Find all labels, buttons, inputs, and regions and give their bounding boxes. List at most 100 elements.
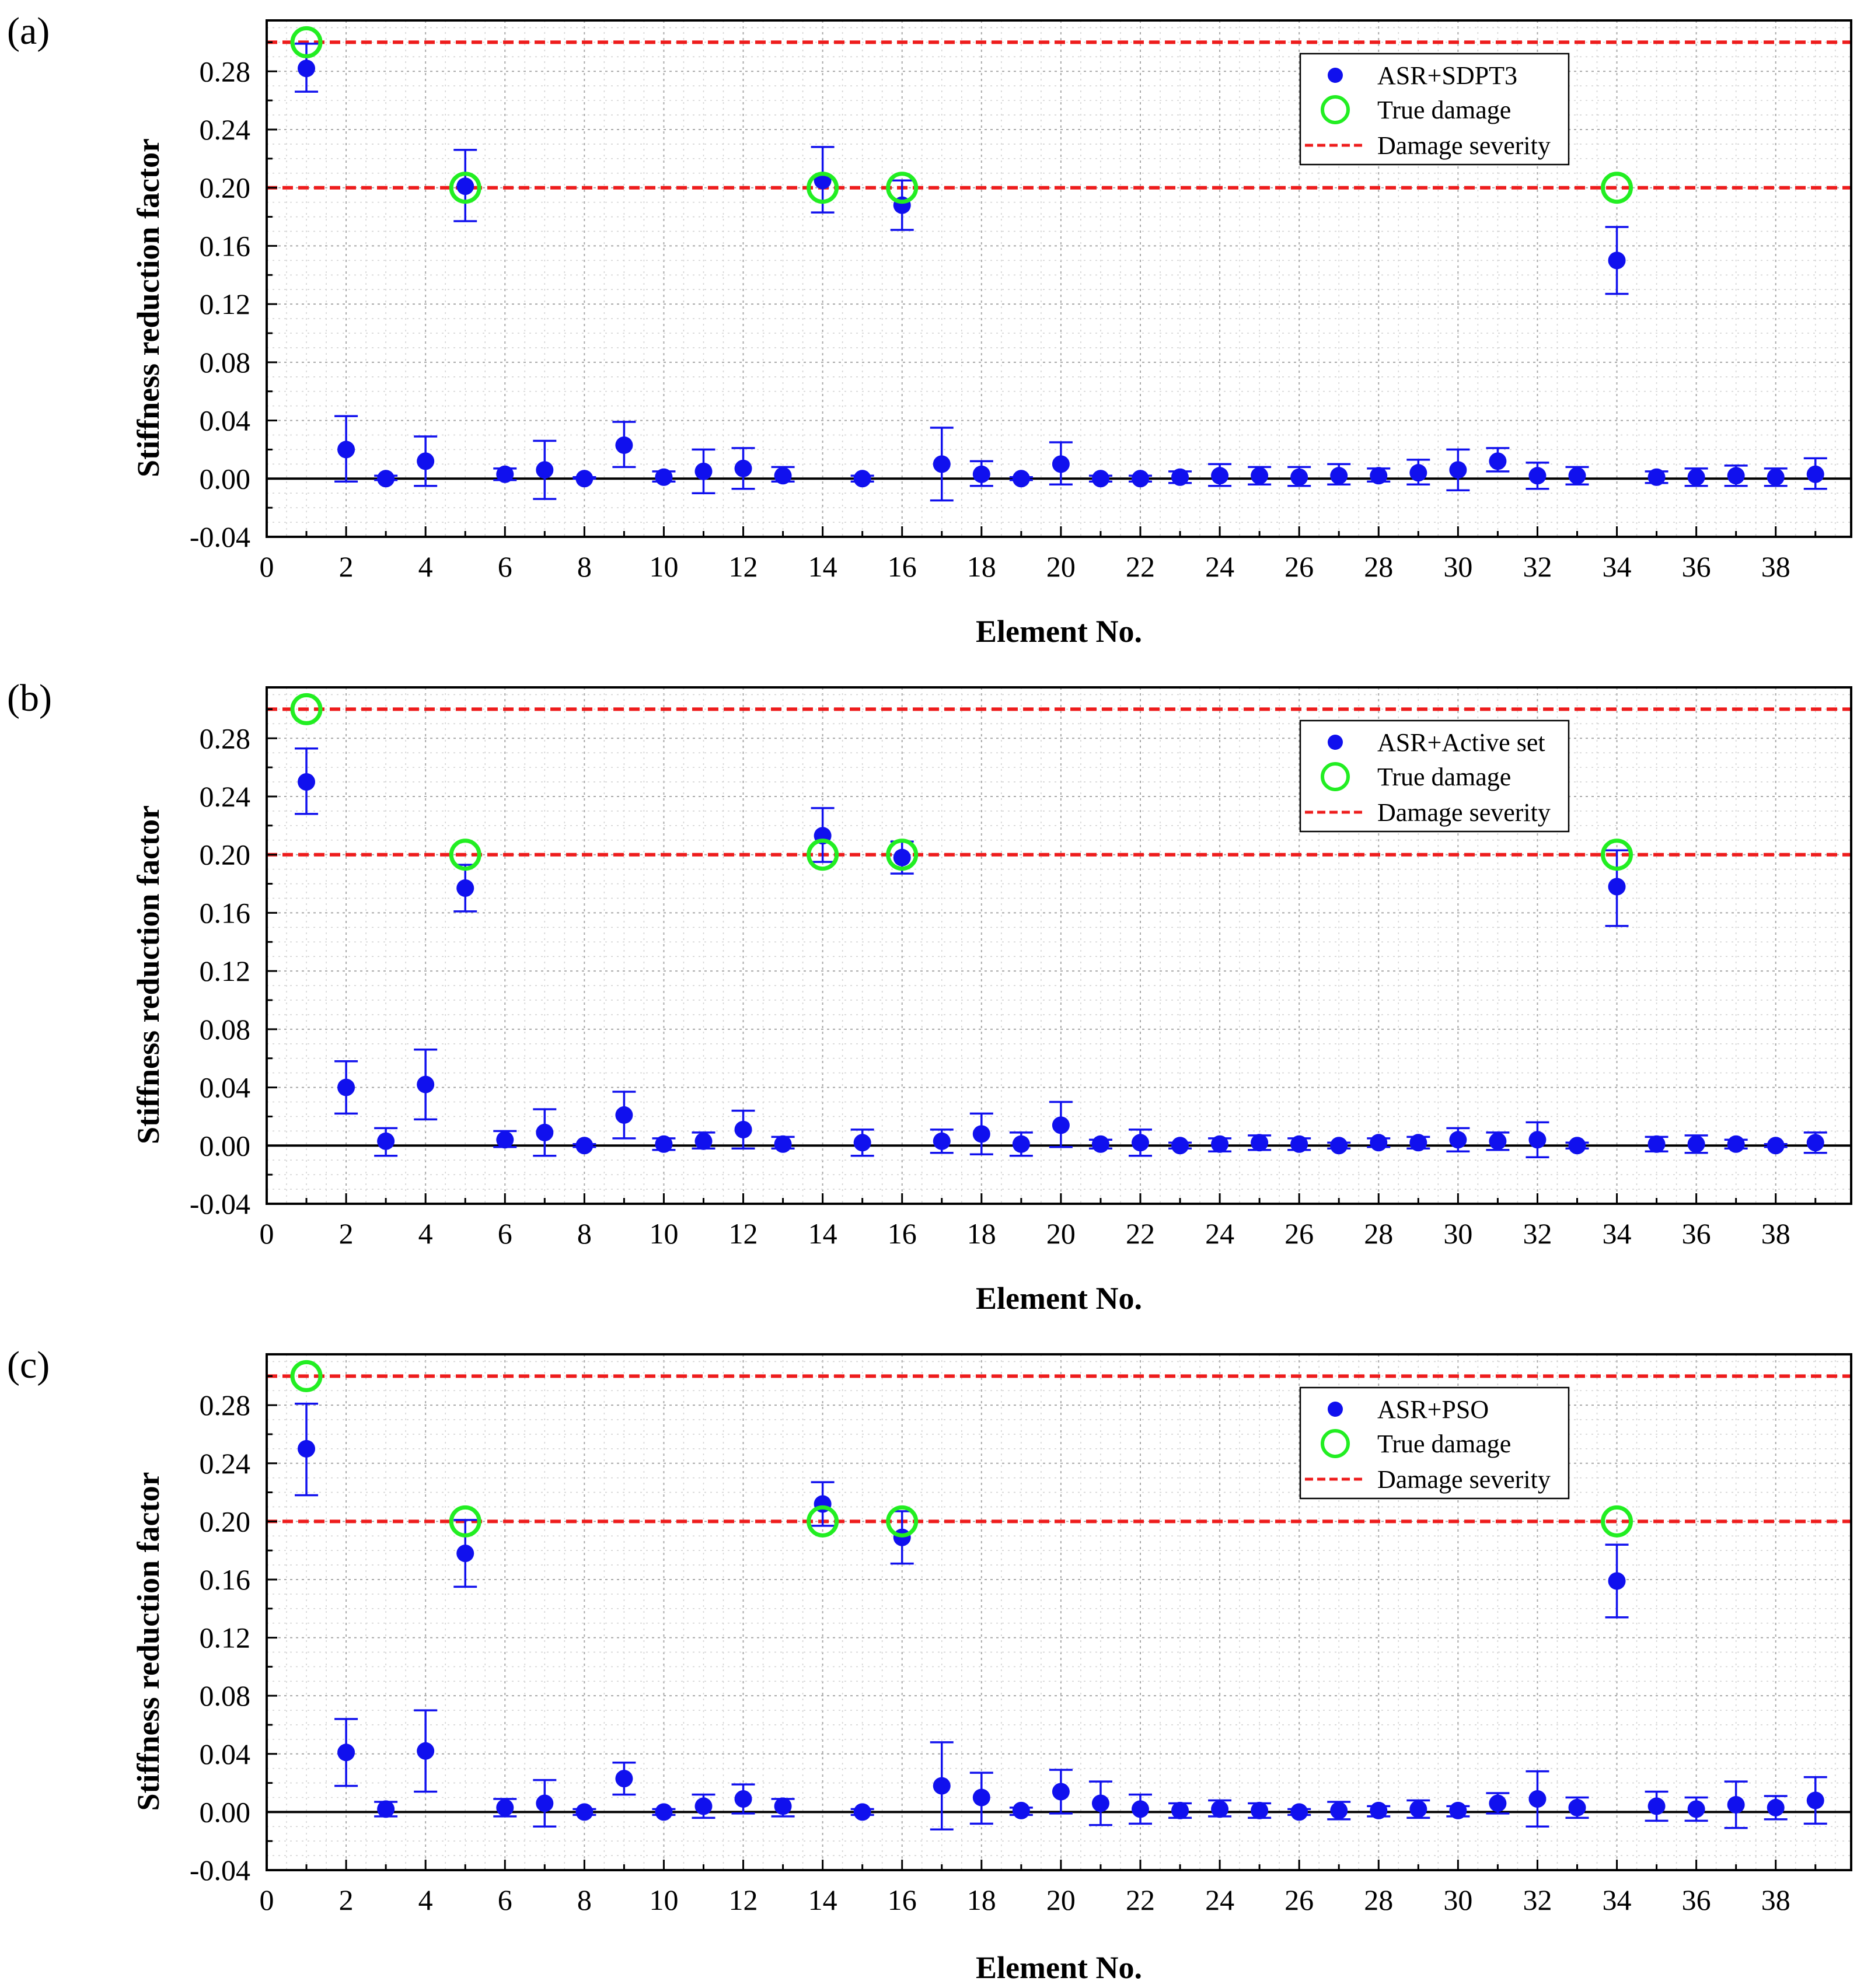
x-tick-label: 28	[1364, 1217, 1393, 1250]
data-point	[536, 1794, 554, 1812]
plot-frame	[266, 19, 1852, 538]
legend-label: True damage	[1377, 763, 1511, 791]
data-point	[417, 452, 435, 470]
data-point	[853, 1134, 871, 1152]
legend-label: True damage	[1377, 1430, 1511, 1458]
x-tick-label: 38	[1761, 1884, 1790, 1916]
y-tick-label: 0.08	[200, 1013, 251, 1046]
y-tick-label: 0.24	[200, 1447, 251, 1480]
x-tick-label: 30	[1443, 1217, 1472, 1250]
x-tick-label: 0	[260, 1217, 274, 1250]
series-points	[295, 747, 1827, 1158]
data-point	[1727, 1135, 1745, 1153]
data-point	[853, 470, 871, 488]
x-tick-label: 16	[888, 1217, 917, 1250]
data-point	[1131, 1800, 1149, 1818]
y-axis-title: Stiffness reduction factor	[131, 1472, 166, 1811]
series-points	[295, 1402, 1827, 1831]
data-point	[734, 1120, 752, 1138]
y-tick-label: 0.28	[200, 1389, 251, 1421]
plot-frame	[266, 686, 1852, 1205]
x-tick-label: 6	[498, 550, 512, 583]
legend-symbol-circle	[1321, 762, 1350, 791]
x-tick-label: 32	[1523, 1217, 1552, 1250]
y-tick-label: 0.00	[200, 1795, 251, 1828]
chart-panel-1: 0 2 4 6 8 10 12 14 16 18 20 22 24 26 28 30 32 34 36 38-0.04…	[7, 677, 1852, 1316]
y-tick-label: 0.12	[200, 1622, 251, 1654]
data-point	[1489, 1794, 1507, 1812]
data-point	[1647, 1135, 1666, 1153]
data-point	[1409, 1800, 1427, 1818]
data-point	[1409, 464, 1427, 482]
y-tick-label: 0.08	[200, 346, 251, 379]
true-damage-marker	[290, 1360, 323, 1392]
x-tick-label: 2	[339, 1884, 354, 1916]
x-tick-label: 22	[1126, 1884, 1155, 1916]
data-point	[1727, 1795, 1745, 1814]
x-tick-label: 10	[649, 1884, 678, 1916]
legend-label: ASR+Active set	[1377, 728, 1545, 757]
true-damage-marker	[449, 838, 481, 871]
data-point	[655, 468, 673, 486]
x-tick-label: 14	[808, 550, 837, 583]
x-tick-label: 22	[1126, 550, 1155, 583]
y-tick-label: -0.04	[190, 1854, 250, 1886]
legend-symbol-circle	[1321, 1429, 1350, 1458]
x-tick-label: 18	[967, 1217, 996, 1250]
data-point	[1091, 1794, 1109, 1812]
y-tick-label: 0.24	[200, 113, 251, 146]
x-tick-label: 18	[967, 550, 996, 583]
data-point	[377, 1132, 395, 1150]
x-tick-label: 14	[808, 1217, 837, 1250]
y-tick-label: 0.00	[200, 462, 251, 495]
data-point	[1568, 1798, 1586, 1816]
x-tick-label: 38	[1761, 550, 1790, 583]
x-tick-label: 34	[1603, 1217, 1632, 1250]
data-point	[1091, 1135, 1109, 1153]
data-point	[1806, 1791, 1824, 1809]
legend-symbol-point	[1328, 735, 1343, 750]
x-tick-label: 4	[418, 1217, 433, 1250]
data-point	[1370, 467, 1388, 485]
data-point	[456, 879, 474, 897]
x-tick-label: 18	[967, 1884, 996, 1916]
series-points	[295, 43, 1827, 502]
data-point	[1489, 452, 1507, 470]
data-point	[1608, 251, 1626, 270]
data-point	[1251, 1134, 1269, 1152]
data-point	[1528, 1790, 1547, 1808]
data-point	[536, 461, 554, 479]
chart-panel-0: 0 2 4 6 8 10 12 14 16 18 20 22 24 26 28 30 32 34 36 38-0.04…	[7, 10, 1852, 649]
data-point	[1687, 1800, 1705, 1818]
data-point	[377, 470, 395, 488]
x-tick-label: 8	[577, 1884, 592, 1916]
x-axis-title: Element No.	[976, 1950, 1142, 1985]
data-point	[377, 1800, 395, 1818]
x-tick-label: 8	[577, 1217, 592, 1250]
x-tick-label: 2	[339, 1217, 354, 1250]
x-tick-label: 24	[1205, 1217, 1234, 1250]
panel-label: (b)	[7, 677, 52, 719]
true-damage-marker	[1601, 172, 1633, 204]
legend: ASR+Active set True damage Damage severity	[1299, 719, 1570, 833]
x-tick-label: 0	[260, 1884, 274, 1916]
data-point	[1131, 1134, 1149, 1152]
data-point	[496, 1131, 514, 1149]
legend-label: True damage	[1377, 96, 1511, 124]
x-tick-label: 36	[1682, 1884, 1711, 1916]
panel-label: (a)	[7, 10, 50, 53]
x-tick-label: 32	[1523, 550, 1552, 583]
x-tick-label: 20	[1046, 1217, 1076, 1250]
x-tick-label: 34	[1603, 550, 1632, 583]
data-point	[1528, 1131, 1547, 1149]
data-point	[1290, 1135, 1308, 1153]
data-point	[1767, 1798, 1785, 1816]
legend: ASR+SDPT3 True damage Damage severity	[1299, 53, 1570, 166]
x-tick-label: 20	[1046, 1884, 1076, 1916]
true-damage-marker	[886, 838, 919, 871]
x-tick-label: 12	[729, 1884, 758, 1916]
y-tick-label: 0.04	[200, 1071, 251, 1104]
x-tick-label: 12	[729, 1217, 758, 1250]
data-point	[298, 1440, 316, 1458]
true-damage-marker	[886, 172, 919, 204]
